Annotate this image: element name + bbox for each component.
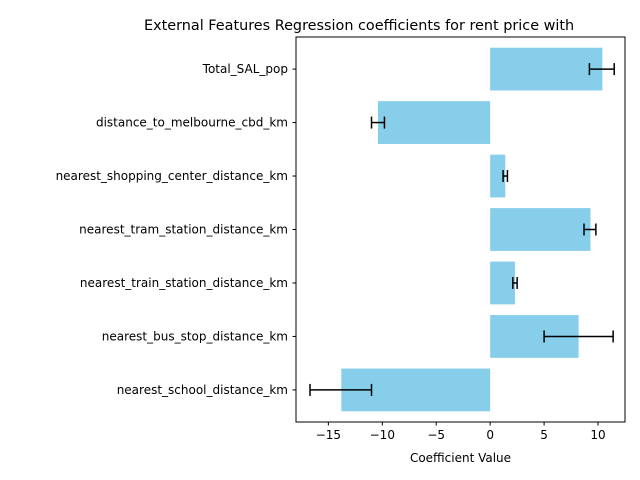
y-tick-label: nearest_tram_station_distance_km	[79, 223, 288, 237]
y-tick-label: distance_to_melbourne_cbd_km	[96, 116, 288, 130]
y-axis: nearest_school_distance_km nearest_bus_st…	[56, 62, 296, 397]
bar-nearest_shopping_center_distance_km	[490, 154, 506, 198]
x-tick-label: −5	[427, 428, 445, 442]
x-tick-label: −10	[370, 428, 395, 442]
y-tick-label: nearest_shopping_center_distance_km	[56, 169, 288, 183]
x-tick-label: 0	[486, 428, 494, 442]
y-tick-label: nearest_school_distance_km	[117, 383, 288, 397]
error-bars-group	[309, 63, 615, 396]
bar-nearest_tram_station_distance_km	[490, 208, 591, 251]
x-axis-label: Coefficient Value	[410, 451, 511, 465]
error-bar-nearest_school_distance_km	[309, 383, 373, 396]
x-tick-label: 5	[540, 428, 548, 442]
x-tick-label: −15	[316, 428, 341, 442]
error-bar-nearest_shopping_center_distance_km	[502, 170, 509, 183]
bar-distance_to_melbourne_cbd_km	[377, 101, 491, 144]
bars-group	[341, 47, 603, 412]
bar-Total_SAL_pop	[490, 47, 603, 91]
error-bar-nearest_tram_station_distance_km	[583, 223, 597, 236]
error-bar-nearest_train_station_distance_km	[512, 276, 518, 289]
y-tick-label: nearest_bus_stop_distance_km	[102, 329, 288, 343]
x-tick-label: 10	[590, 428, 605, 442]
x-axis: −15 −10 −5 0 5 10	[316, 422, 606, 442]
bar-nearest_train_station_distance_km	[490, 261, 515, 305]
error-bar-Total_SAL_pop	[588, 63, 615, 76]
error-bar-distance_to_melbourne_cbd_km	[370, 116, 386, 129]
y-tick-label: nearest_train_station_distance_km	[80, 276, 288, 290]
error-bar-nearest_bus_stop_distance_km	[543, 330, 614, 343]
y-tick-label: Total_SAL_pop	[202, 62, 288, 76]
chart-title: External Features Regression coefficient…	[144, 18, 574, 34]
